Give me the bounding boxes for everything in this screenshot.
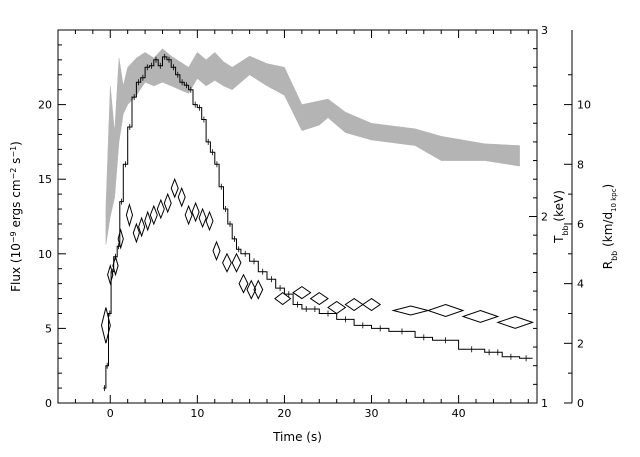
x-tick-label: 20 xyxy=(277,407,291,420)
radius-point xyxy=(253,279,264,300)
radius-point xyxy=(426,303,465,318)
radius-point xyxy=(344,297,364,312)
radius-point xyxy=(184,204,193,226)
flux-tick-label: 0 xyxy=(45,397,52,410)
radius-point xyxy=(100,307,111,344)
radius-point xyxy=(177,186,186,208)
radius-point xyxy=(246,279,257,300)
radius-tick-label: 0 xyxy=(577,397,584,410)
temperature-tick-label: 3 xyxy=(541,24,548,37)
radius-tick-label: 4 xyxy=(577,278,584,291)
radius-point xyxy=(170,177,179,199)
radius-point xyxy=(496,315,535,329)
radius-point xyxy=(138,216,146,238)
radius-point xyxy=(163,192,172,214)
radius-point xyxy=(274,291,292,306)
x-tick-label: 10 xyxy=(190,407,204,420)
radius-point xyxy=(327,300,347,315)
flux-step-line xyxy=(103,56,533,389)
temperature-tick-label: 1 xyxy=(541,397,548,410)
temperature-axis-label: Tbb (keV) xyxy=(552,190,570,244)
radius-point xyxy=(191,201,200,223)
radius-point xyxy=(361,297,382,312)
radius-point xyxy=(125,202,134,228)
radius-point xyxy=(309,291,329,306)
radius-tick-label: 2 xyxy=(577,337,584,350)
x-tick-label: 30 xyxy=(365,407,379,420)
flux-lightcurve-layer xyxy=(103,53,533,392)
radius-point xyxy=(461,309,500,323)
x-tick-label: 0 xyxy=(107,407,114,420)
temperature-tick-label: 2 xyxy=(541,211,548,224)
radius-point xyxy=(156,198,165,220)
radius-point xyxy=(238,273,249,294)
radius-point xyxy=(292,285,312,300)
radius-axis-label: Rbb (km/d10 kpc) xyxy=(601,184,619,269)
flux-axis-label: Flux (10−9 ergs cm−2 s−1) xyxy=(9,141,24,292)
radius-tick-label: 8 xyxy=(577,158,584,171)
radius-point xyxy=(212,240,221,262)
radius-point xyxy=(112,255,119,277)
radius-tick-label: 10 xyxy=(577,99,591,112)
x-axis-label: Time (s) xyxy=(272,430,322,444)
radius-point xyxy=(107,263,114,286)
flux-tick-label: 20 xyxy=(38,99,52,112)
radius-points-layer xyxy=(100,177,535,344)
radius-point xyxy=(222,252,232,273)
radius-point xyxy=(205,210,214,232)
flux-tick-label: 10 xyxy=(38,248,52,261)
radius-point xyxy=(198,207,207,229)
radius-tick-label: 6 xyxy=(577,218,584,231)
x-tick-label: 40 xyxy=(452,407,466,420)
radius-point xyxy=(132,222,140,244)
radius-point xyxy=(391,305,431,316)
radius-point xyxy=(149,204,158,226)
radius-point xyxy=(117,228,124,250)
radius-point xyxy=(231,252,242,273)
flux-tick-label: 5 xyxy=(45,322,52,335)
radius-point xyxy=(144,210,152,232)
flux-tick-label: 15 xyxy=(38,173,52,186)
